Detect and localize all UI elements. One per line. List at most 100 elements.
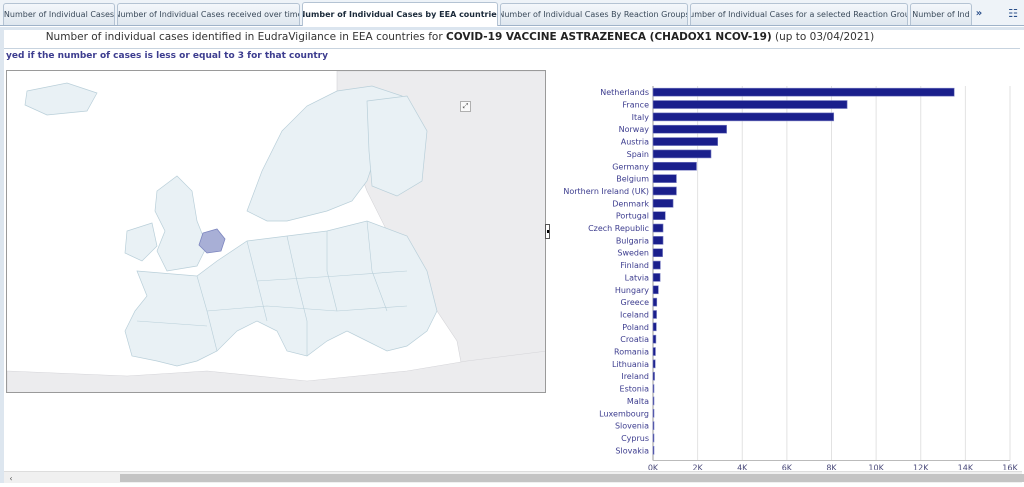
category-label: Spain	[627, 150, 649, 159]
x-tick-label: 8K	[826, 464, 837, 471]
tab-cases-by-reaction-groups[interactable]: Number of Individual Cases By Reaction G…	[500, 3, 688, 25]
bar	[652, 285, 659, 295]
bar	[652, 334, 657, 344]
bar	[652, 236, 664, 245]
category-label: Slovakia	[615, 446, 649, 455]
bar	[652, 161, 697, 171]
category-label: Czech Republic	[588, 224, 649, 233]
page-title: Number of individual cases identified in…	[0, 31, 920, 47]
bar	[652, 248, 663, 258]
category-label: Greece	[621, 298, 650, 307]
bar	[652, 433, 655, 443]
chart-svg: 0K 2K 4K 6K 8K 10K 12K 14K 16K Netherlands France I…	[563, 86, 1018, 471]
map-svg	[7, 71, 545, 392]
bar	[652, 446, 655, 455]
x-tick-label: 12K	[913, 464, 929, 471]
category-label: Belgium	[616, 175, 649, 184]
category-label: Croatia	[620, 335, 649, 344]
x-tick-label: 6K	[782, 464, 793, 471]
bar	[652, 186, 677, 196]
bar	[652, 421, 655, 430]
category-label: Denmark	[612, 199, 649, 208]
title-prefix: Number of individual cases identified in…	[45, 31, 443, 43]
tab-cases-by-eea-countries[interactable]: Number of Individual Cases by EEA countr…	[302, 2, 498, 26]
category-label: Bulgaria	[616, 236, 649, 245]
category-label: Northern Ireland (UK)	[563, 187, 649, 196]
category-label: Ireland	[621, 372, 649, 381]
bar	[652, 174, 677, 183]
bar	[652, 384, 655, 393]
category-label: Netherlands	[600, 88, 649, 97]
category-label: Cyprus	[621, 434, 649, 443]
map-region-south-non-eea	[7, 350, 545, 392]
x-tick-label: 4K	[737, 464, 748, 471]
category-label: Latvia	[625, 273, 649, 282]
panel-splitter[interactable]	[545, 224, 550, 239]
category-label: Lithuania	[612, 360, 649, 369]
bar	[652, 273, 661, 282]
bar	[652, 260, 661, 270]
tab-bar: Number of Individual Cases Number of Ind…	[0, 0, 1024, 26]
category-label: Portugal	[616, 212, 649, 221]
tab-scroll-right-icon[interactable]: »	[975, 7, 983, 19]
bar	[652, 137, 719, 146]
bar	[652, 310, 657, 319]
cases-bar-chart: 0K 2K 4K 6K 8K 10K 12K 14K 16K Netherlands France I…	[555, 80, 1024, 470]
bar	[652, 112, 835, 122]
map-mainland	[124, 220, 438, 367]
scrollbar-thumb[interactable]	[120, 474, 1024, 482]
x-tick-label: 10K	[868, 464, 884, 471]
tab-number-of-ind[interactable]: Number of Ind	[910, 3, 972, 25]
x-tick-label: 2K	[692, 464, 703, 471]
category-label: Sweden	[617, 249, 649, 258]
map-expand-icon[interactable]: ⤢	[460, 101, 471, 112]
top-divider	[0, 27, 1024, 30]
x-tick-label: 14K	[958, 464, 974, 471]
map-borders	[136, 220, 408, 356]
tab-individual-cases[interactable]: Number of Individual Cases	[3, 3, 115, 25]
bar	[652, 347, 656, 356]
map-ireland	[124, 222, 158, 262]
category-label: France	[622, 101, 649, 110]
bar	[652, 322, 657, 332]
bar	[652, 371, 655, 381]
category-label: Luxembourg	[599, 409, 649, 418]
tab-menu-icon[interactable]: ☷	[1008, 6, 1018, 20]
category-label: Malta	[627, 397, 649, 406]
bar	[652, 149, 712, 159]
bar	[652, 100, 848, 109]
tab-cases-selected-reaction-group[interactable]: Number of Individual Cases for a selecte…	[690, 3, 908, 25]
scroll-left-icon[interactable]: ‹	[9, 473, 13, 483]
tab-cases-over-time[interactable]: Number of Individual Cases received over…	[117, 3, 300, 25]
bar	[652, 396, 655, 406]
category-label: Italy	[632, 113, 650, 122]
bar	[652, 199, 674, 208]
bar	[652, 223, 664, 233]
category-label: Estonia	[620, 385, 650, 394]
bar	[652, 87, 955, 97]
map-iceland	[24, 82, 98, 116]
category-label: Austria	[621, 138, 649, 147]
bar	[652, 211, 666, 220]
title-suffix: (up to 03/04/2021)	[775, 31, 875, 43]
map-netherlands-highlight[interactable]	[198, 228, 226, 254]
x-tick-label: 16K	[1002, 464, 1018, 471]
map-finland	[366, 95, 428, 197]
x-tick-label: 0K	[648, 464, 659, 471]
title-divider	[4, 48, 1020, 49]
threshold-note: yed if the number of cases is less or eq…	[6, 51, 328, 61]
europe-map[interactable]: ⤢	[6, 70, 546, 393]
bar	[652, 297, 658, 307]
category-label: Iceland	[620, 310, 649, 319]
horizontal-scrollbar[interactable]: ‹	[4, 471, 1024, 483]
title-product: COVID-19 VACCINE ASTRAZENECA (CHADOX1 NC…	[445, 31, 772, 43]
bar	[652, 124, 727, 134]
category-label: Germany	[612, 162, 649, 171]
category-label: Slovenia	[615, 422, 649, 431]
category-label: Hungary	[615, 286, 649, 295]
category-label: Poland	[622, 323, 649, 332]
category-label: Finland	[620, 261, 649, 270]
category-label: Norway	[619, 125, 650, 134]
left-edge	[0, 28, 4, 483]
bar	[652, 408, 655, 418]
